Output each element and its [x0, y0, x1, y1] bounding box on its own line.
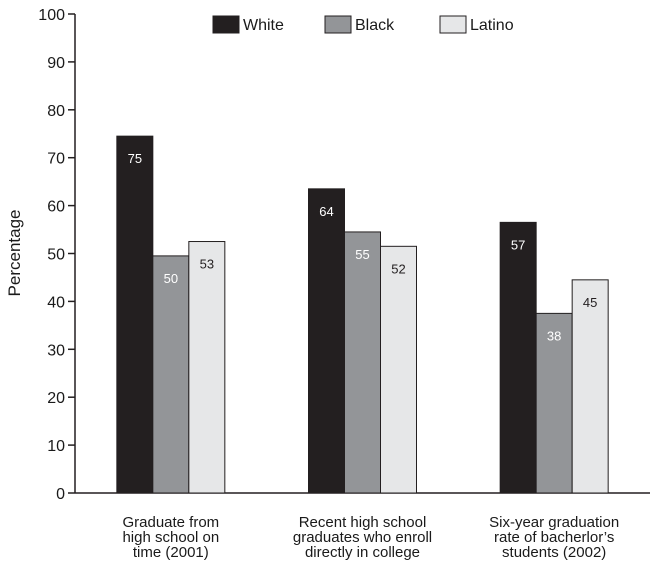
y-tick-label: 50: [47, 247, 65, 264]
y-ticks: 0 10 20 30 40 50 60 70 80 90 100: [38, 7, 75, 503]
bar-white-0: [116, 135, 154, 494]
y-tick-label: 100: [38, 7, 65, 24]
bar-value-label: 50: [164, 271, 178, 286]
y-tick-label: 90: [47, 55, 65, 72]
bar-black-1: [344, 231, 381, 494]
legend-label-white: White: [243, 17, 284, 34]
category-label-line: Graduate from: [122, 514, 219, 531]
y-axis-label: Percentage: [5, 210, 24, 297]
bar-value-label: 64: [319, 204, 333, 219]
legend-label-black: Black: [355, 17, 395, 34]
legend-label-latino: Latino: [470, 17, 514, 34]
category-label-line: high school on: [122, 529, 219, 546]
category-label-line: graduates who enroll: [293, 529, 432, 546]
legend: White Black Latino: [212, 15, 514, 34]
bars: 75 64 57 50 55 38 53 52 45: [116, 135, 609, 494]
category-label-line: directly in college: [305, 544, 420, 561]
bar-white-1: [308, 188, 345, 494]
legend-swatch-white: [212, 15, 240, 34]
bar-white-2: [499, 221, 537, 494]
bar-value-label: 45: [583, 295, 597, 310]
y-tick-label: 30: [47, 342, 65, 359]
y-tick-label: 70: [47, 151, 65, 168]
legend-swatch-latino: [439, 15, 467, 34]
bar-latino-2: [571, 279, 609, 494]
bar-value-label: 57: [511, 237, 525, 252]
y-tick-label: 0: [56, 486, 65, 503]
bar-latino-1: [380, 245, 417, 494]
category-label-line: rate of bacherlor’s: [494, 529, 614, 546]
bar-black-0: [152, 255, 190, 494]
y-tick-label: 80: [47, 103, 65, 120]
category-label-line: time (2001): [133, 544, 209, 561]
y-tick-label: 20: [47, 390, 65, 407]
bar-value-label: 52: [391, 261, 405, 276]
y-tick-label: 40: [47, 294, 65, 311]
bar-latino-0: [188, 241, 226, 494]
bar-value-label: 38: [547, 328, 561, 343]
category-label-line: students (2002): [502, 544, 606, 561]
category-label-line: Six-year graduation: [489, 514, 619, 531]
bar-value-label: 75: [128, 151, 142, 166]
legend-swatch-black: [324, 15, 352, 34]
y-tick-label: 10: [47, 438, 65, 455]
y-tick-label: 60: [47, 199, 65, 216]
category-label-line: Recent high school: [299, 514, 427, 531]
bar-value-label: 55: [355, 247, 369, 262]
bar-value-label: 53: [200, 257, 214, 272]
